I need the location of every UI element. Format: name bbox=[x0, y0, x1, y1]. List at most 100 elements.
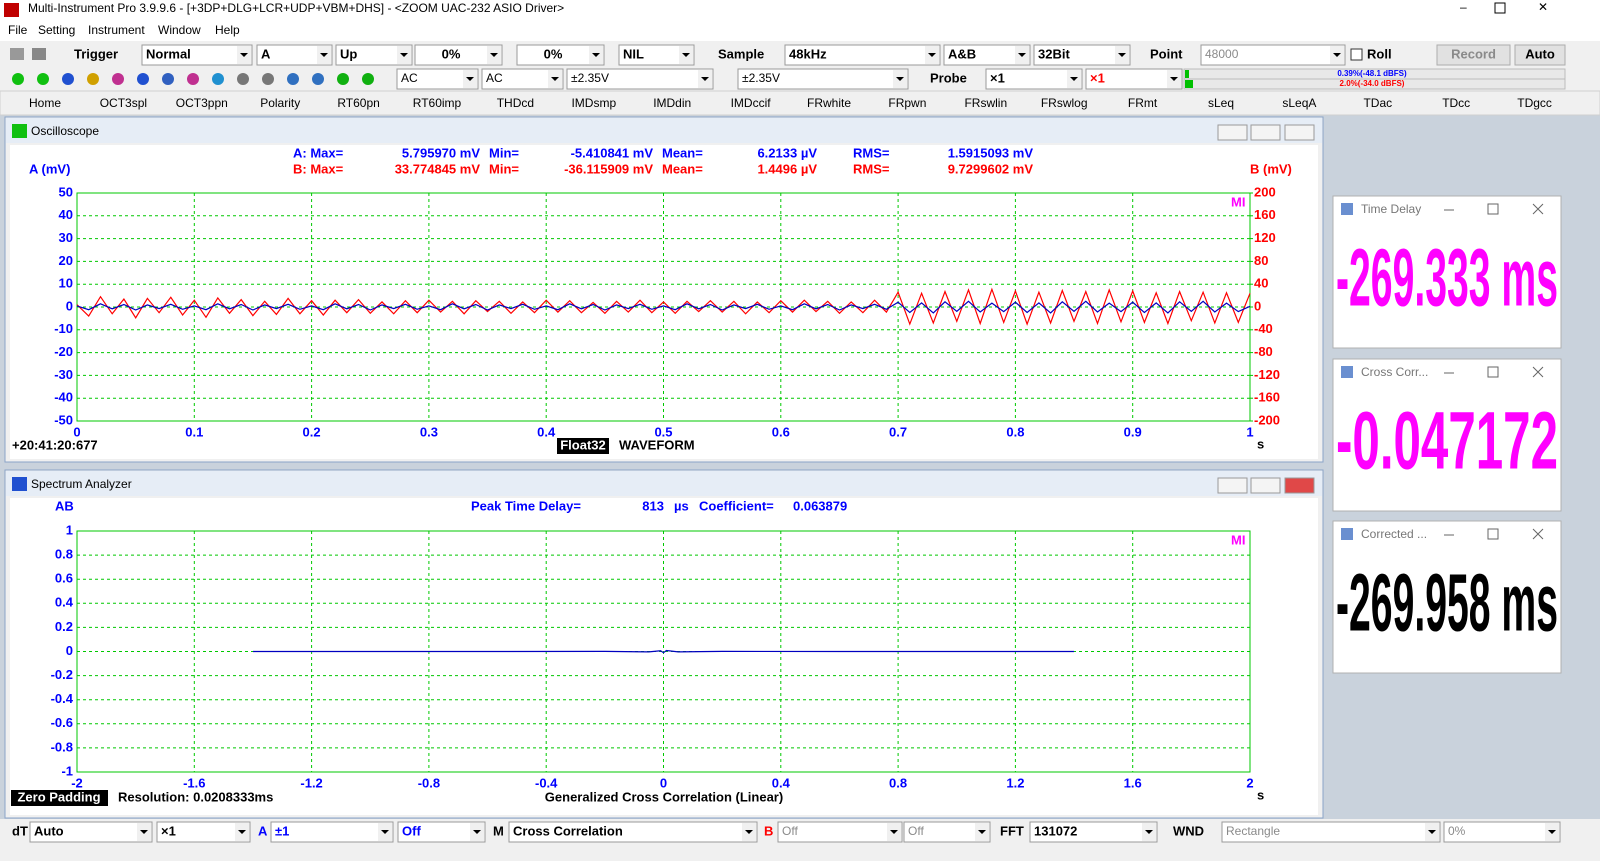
window-button[interactable] bbox=[1217, 124, 1248, 141]
maximize-button[interactable] bbox=[1494, 2, 1506, 14]
combo-value[interactable]: AC bbox=[486, 71, 503, 85]
combo-box[interactable] bbox=[29, 821, 153, 843]
minimize-button[interactable]: – bbox=[1460, 0, 1467, 14]
tab[interactable]: IMDsmp bbox=[571, 96, 616, 110]
combo-box[interactable] bbox=[156, 821, 251, 843]
button-label[interactable]: Auto bbox=[1525, 46, 1555, 61]
button-label[interactable]: Record bbox=[1451, 46, 1496, 61]
combo-box[interactable] bbox=[777, 821, 903, 843]
combo-box[interactable] bbox=[481, 68, 564, 90]
tab[interactable]: Home bbox=[29, 96, 61, 110]
combo-value[interactable]: 48kHz bbox=[789, 46, 827, 61]
tab[interactable]: TDcc bbox=[1442, 96, 1470, 110]
combo-box[interactable] bbox=[256, 44, 333, 66]
combo-value[interactable]: Rectangle bbox=[1226, 824, 1280, 838]
tab[interactable]: OCT3spl bbox=[100, 96, 147, 110]
close-button[interactable] bbox=[1532, 528, 1544, 540]
combo-box[interactable] bbox=[784, 44, 941, 66]
combo-value[interactable]: ±2.35V bbox=[571, 71, 609, 85]
combo-value[interactable]: ×1 bbox=[161, 823, 176, 838]
tab[interactable]: RT60imp bbox=[413, 96, 462, 110]
roll-checkbox[interactable] bbox=[1350, 48, 1363, 61]
combo-value[interactable]: Normal bbox=[146, 46, 191, 61]
combo-box[interactable] bbox=[335, 44, 413, 66]
combo-value[interactable]: 32Bit bbox=[1038, 46, 1070, 61]
tool-icon[interactable] bbox=[312, 73, 324, 85]
combo-box[interactable] bbox=[396, 68, 479, 90]
menu-item[interactable]: File bbox=[8, 23, 28, 37]
button[interactable] bbox=[1436, 44, 1511, 66]
menu-item[interactable]: Setting bbox=[38, 23, 75, 37]
close-button[interactable] bbox=[1532, 203, 1544, 215]
tool-icon[interactable] bbox=[62, 73, 74, 85]
window-button[interactable] bbox=[1284, 124, 1315, 141]
tab[interactable]: sLeq bbox=[1208, 96, 1234, 110]
combo-box[interactable] bbox=[943, 44, 1031, 66]
tool-icon[interactable] bbox=[337, 73, 349, 85]
combo-value[interactable]: ×1 bbox=[1090, 70, 1105, 85]
combo-box[interactable] bbox=[516, 44, 605, 66]
combo-box[interactable] bbox=[141, 44, 253, 66]
combo-value[interactable]: ±2.35V bbox=[742, 71, 780, 85]
combo-value[interactable]: Off bbox=[782, 824, 798, 838]
tool-icon[interactable] bbox=[212, 73, 224, 85]
close-button[interactable]: ✕ bbox=[1538, 0, 1548, 14]
menu-item[interactable]: Window bbox=[158, 23, 201, 37]
combo-value[interactable]: Up bbox=[340, 46, 357, 61]
tab[interactable]: OCT3ppn bbox=[176, 96, 228, 110]
combo-value[interactable]: 48000 bbox=[1205, 47, 1239, 61]
tool-icon[interactable] bbox=[362, 73, 374, 85]
combo-box[interactable] bbox=[618, 44, 695, 66]
combo-value[interactable]: ×1 bbox=[990, 70, 1005, 85]
combo-box[interactable] bbox=[508, 821, 758, 843]
combo-box[interactable] bbox=[270, 821, 394, 843]
combo-box[interactable] bbox=[1033, 44, 1131, 66]
combo-value[interactable]: Auto bbox=[34, 823, 64, 838]
combo-box[interactable] bbox=[1200, 44, 1346, 66]
combo-box[interactable] bbox=[566, 68, 714, 90]
combo-value[interactable]: 0% bbox=[1448, 824, 1466, 838]
tool-icon[interactable] bbox=[237, 73, 249, 85]
window-button[interactable] bbox=[1284, 477, 1315, 494]
combo-box[interactable] bbox=[985, 68, 1083, 90]
combo-value[interactable]: A&B bbox=[948, 46, 976, 61]
tab[interactable]: Polarity bbox=[260, 96, 300, 110]
tool-icon[interactable] bbox=[87, 73, 99, 85]
tab[interactable]: IMDdin bbox=[653, 96, 691, 110]
menu-item[interactable]: Instrument bbox=[88, 23, 145, 37]
combo-value[interactable]: A bbox=[261, 46, 271, 61]
tool-icon[interactable] bbox=[187, 73, 199, 85]
maximize-button[interactable] bbox=[1487, 366, 1499, 378]
tool-icon[interactable] bbox=[287, 73, 299, 85]
combo-value[interactable]: 0% bbox=[442, 46, 461, 61]
tab[interactable]: THDcd bbox=[497, 96, 534, 110]
combo-box[interactable] bbox=[737, 68, 909, 90]
window-button[interactable] bbox=[1250, 477, 1281, 494]
close-button[interactable] bbox=[1532, 366, 1544, 378]
tab[interactable]: FRswlin bbox=[964, 96, 1007, 110]
tool-icon[interactable] bbox=[262, 73, 274, 85]
menu-item[interactable]: Help bbox=[215, 23, 240, 37]
combo-value[interactable]: ±1 bbox=[275, 823, 289, 838]
combo-value[interactable]: 131072 bbox=[1034, 823, 1077, 838]
tool-icon[interactable] bbox=[12, 73, 24, 85]
combo-value[interactable]: NIL bbox=[623, 46, 644, 61]
maximize-button[interactable] bbox=[1487, 528, 1499, 540]
tab[interactable]: FRmt bbox=[1128, 96, 1158, 110]
tab[interactable]: TDgcc bbox=[1517, 96, 1552, 110]
combo-box[interactable] bbox=[903, 821, 991, 843]
combo-box[interactable] bbox=[1085, 68, 1183, 90]
window-button[interactable] bbox=[1217, 477, 1248, 494]
combo-value[interactable]: Off bbox=[402, 823, 421, 838]
combo-box[interactable] bbox=[1443, 821, 1561, 843]
tool-icon[interactable] bbox=[37, 73, 49, 85]
maximize-button[interactable] bbox=[1487, 203, 1499, 215]
combo-box[interactable] bbox=[414, 44, 503, 66]
tool-icon[interactable] bbox=[112, 73, 124, 85]
combo-value[interactable]: Cross Correlation bbox=[513, 823, 623, 838]
combo-value[interactable]: Off bbox=[908, 824, 924, 838]
tab[interactable]: TDac bbox=[1363, 96, 1392, 110]
tab[interactable]: sLeqA bbox=[1282, 96, 1316, 110]
combo-value[interactable]: AC bbox=[401, 71, 418, 85]
tab[interactable]: FRwhite bbox=[807, 96, 851, 110]
